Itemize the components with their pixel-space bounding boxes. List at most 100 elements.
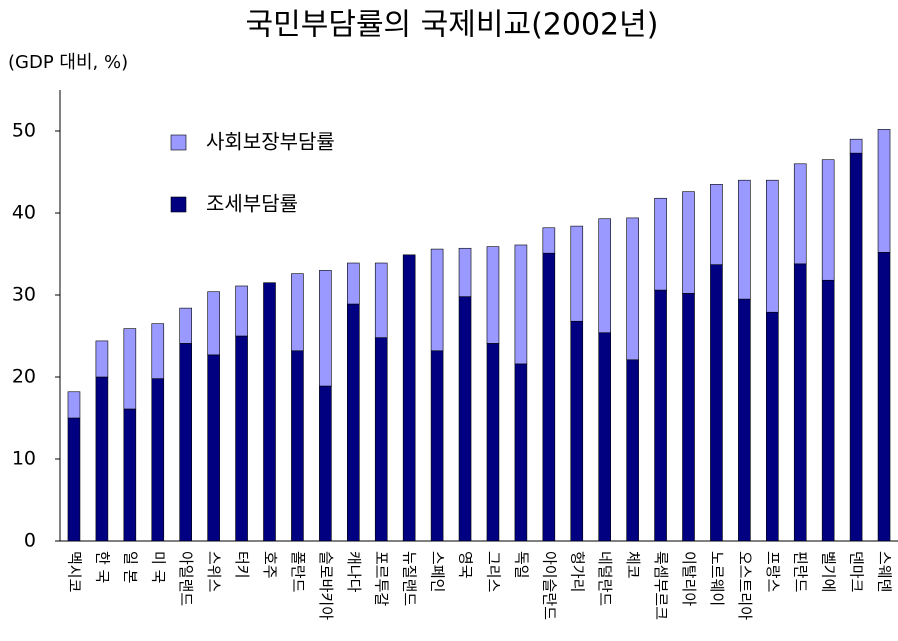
x-tick-label: 미 국 — [149, 551, 167, 584]
x-tick-label: 독일 — [512, 551, 530, 579]
bar-segment — [849, 138, 863, 154]
x-tick-label: 헝가리 — [568, 551, 586, 592]
bar-segment — [151, 323, 165, 379]
bar-segment — [263, 282, 276, 542]
bar-segment — [123, 408, 137, 542]
x-tick-label: 네덜란드 — [596, 551, 614, 606]
bar-segment — [626, 359, 639, 542]
y-tick-label: 10 — [12, 448, 36, 470]
bar-segment — [682, 293, 695, 542]
bar-segment — [877, 252, 891, 542]
bar-segment — [123, 328, 137, 410]
x-tick-label: 노르웨이 — [708, 551, 726, 606]
x-tick-label: 호주 — [261, 551, 279, 579]
bar-segment — [793, 263, 807, 542]
bar-segment — [207, 291, 220, 356]
bar-segment — [346, 262, 360, 305]
x-tick-label: 스위스 — [205, 551, 223, 593]
x-tick-label: 오스트리아 — [736, 551, 754, 620]
chart-title: 국민부담률의 국제비교(2002년) — [246, 8, 659, 43]
y-axis-label: (GDP 대비, %) — [8, 52, 128, 73]
bar-segment — [95, 376, 109, 542]
bar-segment — [542, 252, 556, 542]
x-tick-label: 슬로바키아 — [317, 551, 335, 620]
bar-segment — [458, 247, 472, 297]
x-tick-label: 체코 — [624, 551, 642, 579]
bar-segment — [374, 337, 388, 542]
bar-segment — [235, 285, 248, 337]
bar-segment — [654, 197, 667, 291]
bar-segment — [821, 159, 835, 281]
bar-segment — [738, 179, 751, 300]
legend-swatch — [170, 134, 187, 151]
x-tick-label: 멕시코 — [65, 551, 83, 592]
bar-segment — [291, 273, 304, 352]
x-tick-label: 벨기에 — [820, 551, 838, 592]
legend-swatch — [170, 196, 187, 213]
x-tick-label: 이탈리아 — [680, 551, 698, 606]
bar-segment — [291, 350, 304, 542]
bar-segment — [626, 217, 639, 361]
bar-segment — [67, 417, 81, 542]
x-tick-label: 스페인 — [429, 551, 447, 592]
bar-segment — [319, 270, 332, 387]
y-tick-label: 20 — [12, 366, 36, 388]
x-tick-label: 폴란드 — [289, 551, 307, 593]
bar-segment — [542, 227, 556, 254]
y-tick-label: 50 — [12, 120, 36, 142]
x-tick-label: 아이슬란드 — [540, 551, 558, 620]
bar-segment — [486, 343, 500, 542]
legend-label: 조세부담률 — [206, 192, 298, 216]
x-tick-label: 일 본 — [121, 551, 139, 583]
bar-segment — [374, 262, 388, 338]
legend-label: 사회보장부담률 — [206, 130, 335, 154]
x-tick-label: 스웨덴 — [876, 551, 894, 592]
bar-segment — [682, 191, 695, 294]
x-tick-label: 아일랜드 — [177, 551, 195, 606]
y-tick-label: 0 — [24, 530, 36, 552]
bar-segment — [765, 311, 779, 542]
bar-segment — [738, 298, 751, 542]
x-tick-label: 포르투갈 — [373, 551, 391, 606]
bar-segment — [514, 244, 528, 365]
bar-segment — [486, 246, 500, 344]
bar-segment — [430, 350, 444, 542]
bar-segment — [151, 378, 165, 542]
bar-segment — [598, 332, 612, 542]
bar-segment — [207, 354, 220, 542]
x-tick-label: 덴마크 — [848, 551, 866, 592]
bar-segment — [877, 129, 891, 253]
bar-segment — [514, 363, 528, 542]
bar-segment — [319, 385, 332, 542]
x-tick-label: 룩셈부르크 — [652, 551, 670, 620]
bar-segment — [402, 254, 416, 542]
bar-segment — [710, 184, 723, 265]
bar-segment — [570, 320, 584, 542]
bar-segment — [570, 225, 584, 322]
x-tick-label: 프랑스 — [764, 551, 782, 593]
bar-segment — [710, 264, 723, 542]
bar-segment — [179, 343, 192, 542]
bar-segment — [458, 296, 472, 542]
bar-segment — [430, 248, 444, 352]
x-tick-label: 터키 — [233, 551, 251, 579]
bar-segment — [235, 335, 248, 542]
bar-segment — [849, 152, 863, 542]
x-tick-label: 한 국 — [93, 551, 111, 584]
bar-segment — [821, 279, 835, 542]
y-tick-label: 30 — [12, 284, 36, 306]
bar-segment — [179, 307, 192, 344]
bar-segment — [765, 179, 779, 313]
x-tick-label: 영국 — [457, 551, 475, 579]
bar-segment — [793, 163, 807, 265]
x-tick-label: 핀란드 — [792, 551, 810, 593]
bar-segment — [346, 303, 360, 542]
bar-segment — [67, 391, 81, 419]
x-tick-label: 캐나다 — [345, 551, 363, 593]
y-tick-label: 40 — [12, 202, 36, 224]
bar-segment — [654, 289, 667, 542]
bar-segment — [95, 340, 109, 378]
x-tick-label: 그리스 — [484, 551, 502, 593]
bar-segment — [598, 218, 612, 334]
